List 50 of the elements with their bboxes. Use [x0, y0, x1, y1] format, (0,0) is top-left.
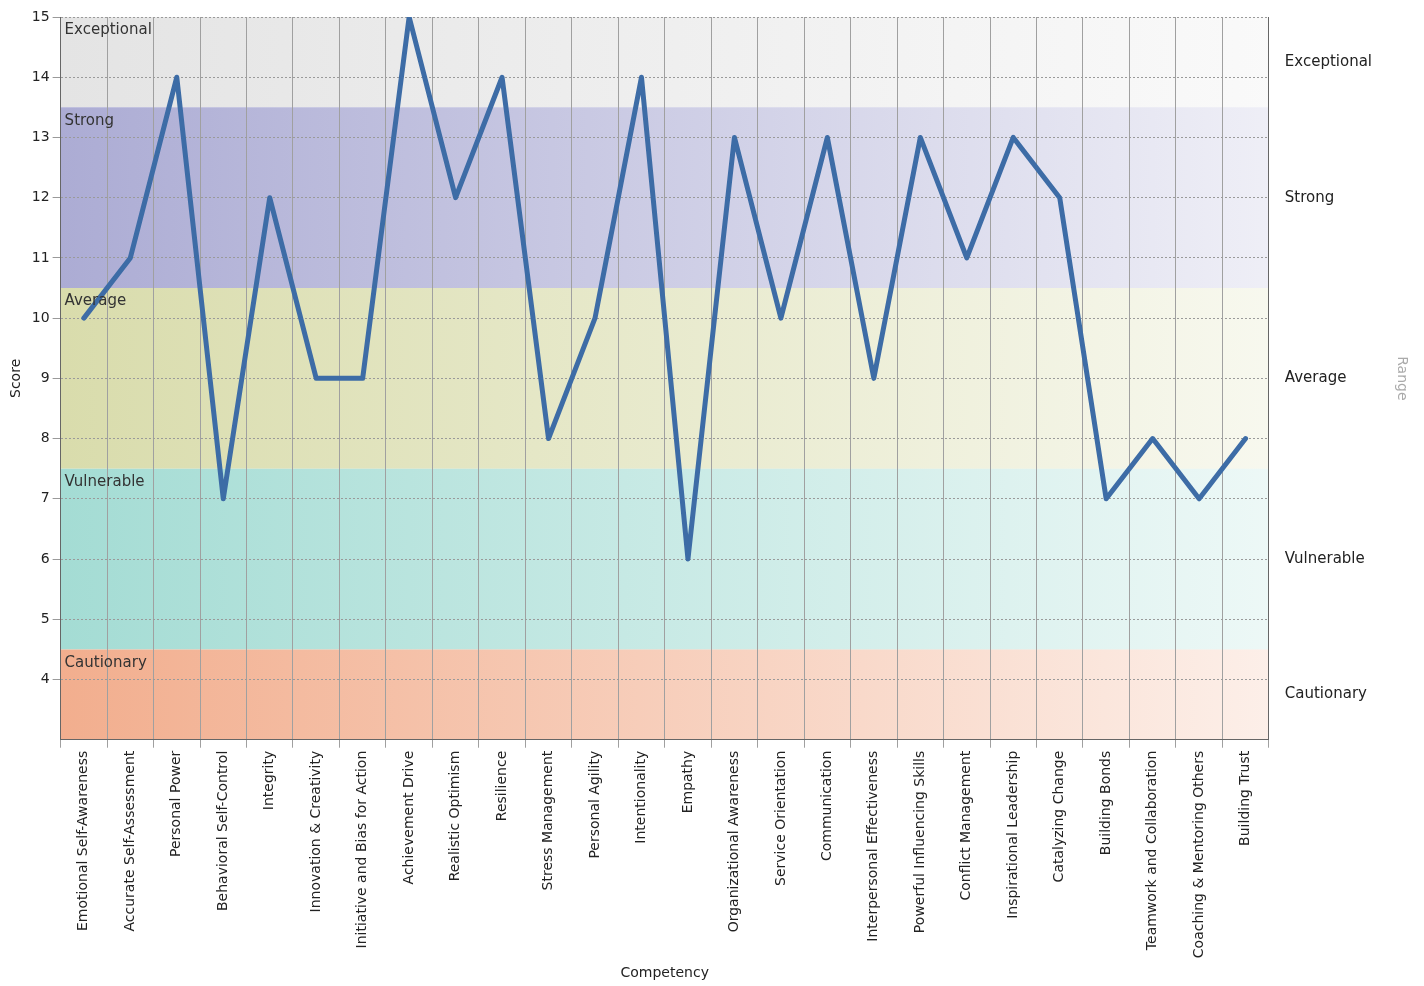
- y-tick-label: 8: [40, 429, 50, 446]
- x-tick-label: Teamwork and Collaboration: [1143, 750, 1160, 952]
- y-tick-label: 13: [31, 128, 50, 145]
- text: Vulnerable: [1284, 548, 1365, 567]
- y-tick-label: 4: [40, 670, 50, 687]
- y-axis-title: Score: [7, 358, 24, 398]
- x-tick-label: Powerful Influencing Skills: [910, 750, 927, 934]
- x-tick-label: Innovation & Creativity: [306, 750, 323, 913]
- x-tick-label: Catalyzing Change: [1050, 750, 1067, 883]
- y-tick-label: 12: [31, 188, 50, 205]
- band-label: Strong: [64, 110, 115, 129]
- x-tick-label: Integrity: [260, 750, 277, 811]
- x-tick-label: Empathy: [678, 750, 695, 814]
- band-label: Cautionary: [64, 652, 147, 671]
- text: Average: [1284, 368, 1347, 387]
- x-tick-label: Initiative and Bias for Action: [353, 750, 370, 949]
- x-tick-label: Personal Agility: [585, 750, 602, 859]
- band-label: Vulnerable: [64, 472, 145, 491]
- y-tick-label: 6: [40, 549, 50, 566]
- text: Cautionary: [1284, 684, 1367, 703]
- text: Exceptional: [1284, 52, 1373, 71]
- x-tick-label: Interpersonal Effectiveness: [864, 750, 881, 942]
- y-tick-label: 7: [40, 489, 50, 506]
- x-tick-label: Stress Management: [539, 750, 556, 891]
- x-tick-label: Intentionality: [632, 750, 649, 844]
- x-tick-label: Service Orientation: [771, 750, 788, 886]
- y-tick-label: 9: [40, 369, 50, 385]
- y-tick-label: 14: [31, 67, 50, 84]
- y-tick-label: 15: [31, 7, 50, 24]
- x-tick-label: Coaching & Mentoring Others: [1189, 750, 1206, 959]
- x-tick-label: Conflict Management: [957, 750, 974, 901]
- x-tick-label: Realistic Optimism: [446, 750, 463, 882]
- x-tick-label: Communication: [818, 750, 834, 862]
- x-tick-label: Building Trust: [1236, 750, 1253, 846]
- x-tick-label: Behavioral Self-Control: [213, 750, 230, 912]
- text: Range: [1395, 356, 1412, 401]
- x-tick-label: Accurate Self-Assessment: [120, 750, 137, 932]
- x-tick-label: Organizational Awareness: [725, 750, 742, 933]
- x-tick-label: Resilience: [492, 750, 509, 822]
- y-tick-label: 5: [40, 609, 50, 626]
- y-tick-label: 11: [31, 248, 50, 265]
- x-axis-title: Competency: [620, 964, 709, 981]
- band-label: Exceptional: [64, 20, 152, 39]
- x-tick-label: Emotional Self-Awareness: [74, 750, 91, 931]
- y-tick-label: 10: [31, 308, 50, 325]
- x-tick-label: Personal Power: [167, 750, 184, 858]
- x-tick-label: Building Bonds: [1096, 750, 1113, 856]
- x-tick-label: Achievement Drive: [399, 750, 416, 885]
- text: Strong: [1284, 187, 1335, 206]
- x-tick-label: Inspirational Leadership: [1003, 750, 1020, 919]
